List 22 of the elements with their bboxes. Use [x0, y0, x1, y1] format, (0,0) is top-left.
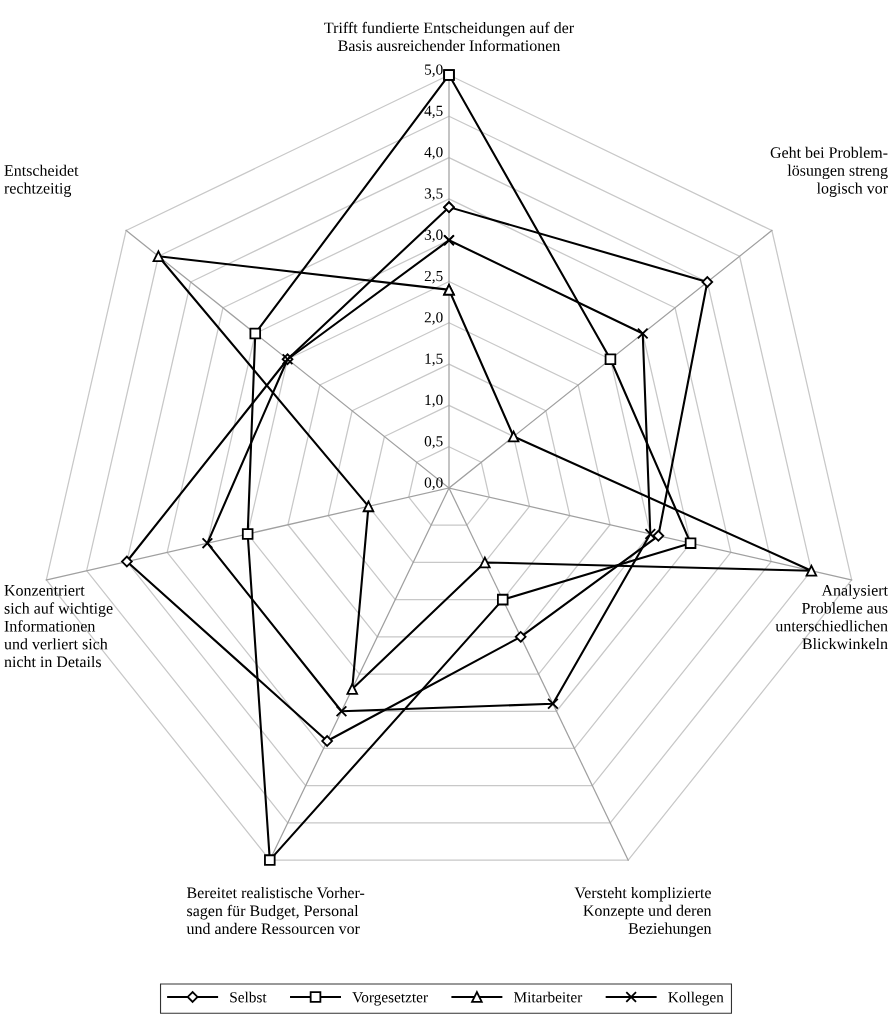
- spoke-label: Trifft fundierte Entscheidungen auf der Basis ausreichender Informationen: [324, 21, 574, 52]
- legend-label: Selbst: [230, 991, 267, 1003]
- spoke-label: Analysiert Probleme aus unterschiedlichen Blickwinkeln: [775, 584, 888, 650]
- legend-label: Vorgesetzter: [352, 992, 428, 1006]
- spoke-label: Bereitet realistische Vorher- sagen für Budget, Personal und andere Ressourcen vor: [186, 886, 365, 935]
- y-tick-label: 0,5: [424, 436, 443, 449]
- spoke-label: Konzentriert sich auf wichtige Informationen und verliert sich nicht in Details: [4, 585, 113, 668]
- y-tick-label: 3,0: [424, 229, 443, 243]
- spoke-label: Entscheidet rechtzeitig: [4, 164, 79, 197]
- spoke-label: Geht bei Problem- lösungen streng logisch vor: [770, 146, 888, 197]
- y-tick-label: 3,5: [424, 188, 443, 201]
- spoke-label: Versteht komplizierte Konzepte und deren Beziehungen: [574, 886, 712, 938]
- y-tick-label: 4,5: [424, 105, 443, 119]
- y-tick-label: 0,0: [424, 477, 443, 490]
- y-tick-label: 4,0: [424, 146, 443, 160]
- legend-label: Kollegen: [668, 991, 724, 1006]
- y-tick-label: 5,0: [425, 64, 443, 77]
- y-tick-label: 1,5: [425, 353, 443, 366]
- legend-label: Mitarbeiter: [513, 991, 583, 1003]
- y-tick-label: 1,0: [425, 394, 443, 408]
- y-tick-label: 2,5: [424, 270, 443, 284]
- y-tick-label: 2,0: [424, 312, 443, 325]
